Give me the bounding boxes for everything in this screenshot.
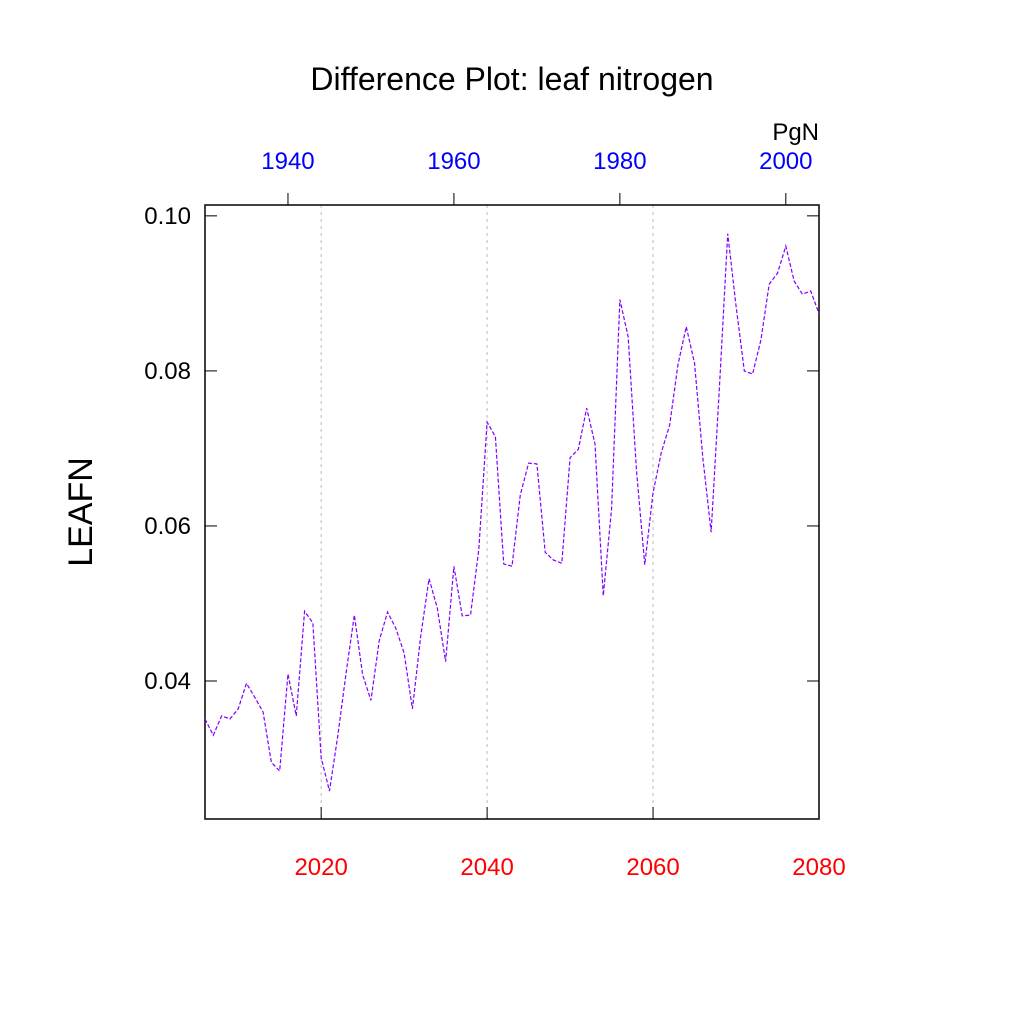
y-axis-label: LEAFN [62,457,100,567]
y-tick-label: 0.10 [144,203,191,230]
x-tick-label: 2020 [294,854,347,881]
data-line [204,233,820,792]
x2-tick-label: 1980 [593,148,646,175]
plot-frame [204,204,820,820]
y-tick-label: 0.06 [144,513,191,540]
x2-tick-label: 1940 [261,148,314,175]
x-tick-label: 2060 [626,854,679,881]
y-tick-label: 0.04 [144,668,191,695]
x-tick-label: 2080 [792,854,845,881]
chart-title: Difference Plot: leaf nitrogen [310,61,713,97]
x-tick-label: 2040 [460,854,513,881]
y-tick-label: 0.08 [144,358,191,385]
x2-tick-label: 1960 [427,148,480,175]
x2-tick-label: 2000 [759,148,812,175]
units-label: PgN [772,119,819,146]
